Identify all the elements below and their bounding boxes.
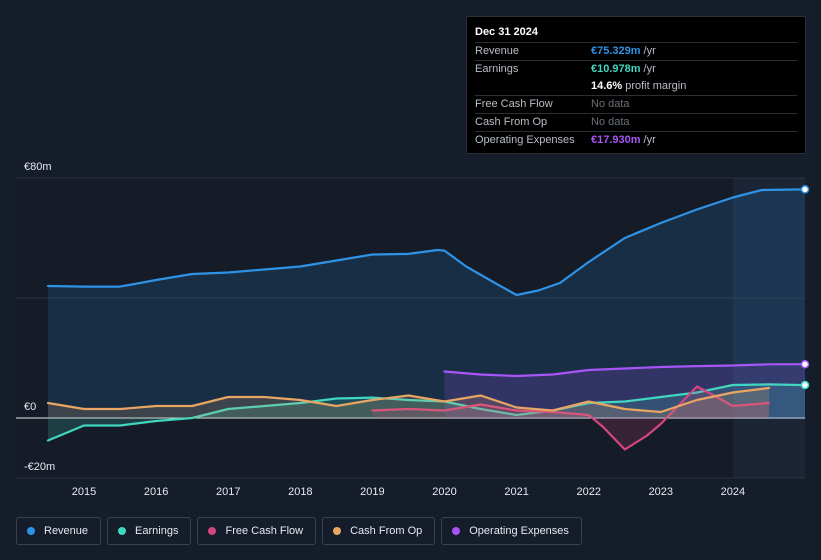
legend: Revenue Earnings Free Cash Flow Cash Fro…: [16, 517, 582, 547]
series-area-operating-expenses: [444, 364, 805, 418]
plot-area: [16, 178, 805, 478]
x-tick-label: 2022: [576, 486, 600, 498]
legend-item-revenue[interactable]: Revenue: [16, 517, 102, 545]
series-end-point-revenue: [800, 185, 810, 194]
tooltip-row-cash-from-op: Cash From Op No data: [475, 113, 797, 131]
tooltip-unit: /yr: [643, 134, 656, 146]
tooltip-label: Earnings: [475, 63, 519, 75]
tooltip-value: €75.329m: [591, 45, 641, 57]
legend-label: Operating Expenses: [469, 525, 569, 537]
series-line-revenue: [46, 188, 807, 297]
x-tick-label: 2018: [288, 486, 312, 498]
series-area-earnings: [48, 384, 805, 441]
tooltip-row-free-cash-flow: Free Cash Flow No data: [475, 95, 797, 113]
legend-label: Earnings: [135, 525, 179, 537]
series-line-earnings: [46, 383, 807, 442]
y-tick-label: €80m: [24, 161, 52, 173]
tooltip-row-earnings: Earnings €10.978m/yr: [475, 60, 797, 78]
series-line-operating-expenses: [443, 363, 807, 378]
legend-item-free-cash-flow[interactable]: Free Cash Flow: [197, 517, 317, 545]
tooltip-value: No data: [591, 98, 630, 110]
earnings-dot-icon: [118, 527, 127, 535]
x-tick-label: 2017: [216, 486, 240, 498]
tooltip-row-margin: 14.6% profit margin: [475, 78, 797, 95]
legend-label: Cash From Op: [350, 525, 423, 537]
tooltip-label: [475, 78, 591, 95]
tooltip-unit: profit margin: [625, 80, 687, 92]
legend-item-earnings[interactable]: Earnings: [107, 517, 192, 545]
tooltip-row-revenue: Revenue €75.329m/yr: [475, 42, 797, 60]
tooltip-unit: /yr: [643, 45, 656, 57]
series-area-cash-from-op: [48, 388, 769, 418]
series-end-point-earnings: [800, 380, 810, 390]
legend-item-operating-expenses[interactable]: Operating Expenses: [441, 517, 582, 545]
operating-expenses-dot-icon: [452, 527, 461, 535]
tooltip-label: Free Cash Flow: [475, 98, 553, 110]
x-tick-label: 2016: [144, 486, 168, 498]
revenue-dot-icon: [27, 527, 35, 535]
x-tick-label: 2021: [504, 486, 528, 498]
tooltip-value: €17.930m: [591, 134, 641, 146]
tooltip-value: No data: [591, 116, 630, 128]
series-line-free-cash-flow: [371, 385, 771, 451]
y-tick-label: €0: [24, 401, 36, 413]
tooltip: Dec 31 2024 Revenue €75.329m/yr Earnings…: [466, 16, 806, 154]
tooltip-unit: /yr: [643, 63, 656, 75]
legend-item-cash-from-op[interactable]: Cash From Op: [322, 517, 436, 545]
free-cash-flow-dot-icon: [208, 527, 217, 535]
series-line-cash-from-op: [46, 386, 771, 414]
x-tick-label: 2020: [432, 486, 456, 498]
series-area-free-cash-flow: [372, 386, 769, 450]
tooltip-date: Dec 31 2024: [475, 26, 538, 38]
tooltip-row-operating-expenses: Operating Expenses €17.930m/yr: [475, 131, 797, 149]
tooltip-value: €10.978m: [591, 63, 641, 75]
x-tick-label: 2019: [360, 486, 384, 498]
tooltip-label: Revenue: [475, 45, 520, 57]
y-tick-label: -€20m: [24, 461, 55, 473]
x-tick-label: 2024: [721, 486, 745, 498]
x-tick-label: 2023: [649, 486, 673, 498]
tooltip-label: Cash From Op: [475, 116, 548, 128]
tooltip-label: Operating Expenses: [475, 134, 575, 146]
tooltip-value: 14.6%: [591, 80, 623, 92]
legend-label: Revenue: [44, 525, 89, 537]
highlight-region: [732, 178, 805, 478]
cash-from-op-dot-icon: [333, 527, 342, 535]
x-tick-label: 2015: [72, 486, 96, 498]
series-area-revenue: [48, 189, 805, 418]
series-end-point-operating-expenses: [800, 359, 810, 369]
legend-label: Free Cash Flow: [225, 525, 304, 537]
